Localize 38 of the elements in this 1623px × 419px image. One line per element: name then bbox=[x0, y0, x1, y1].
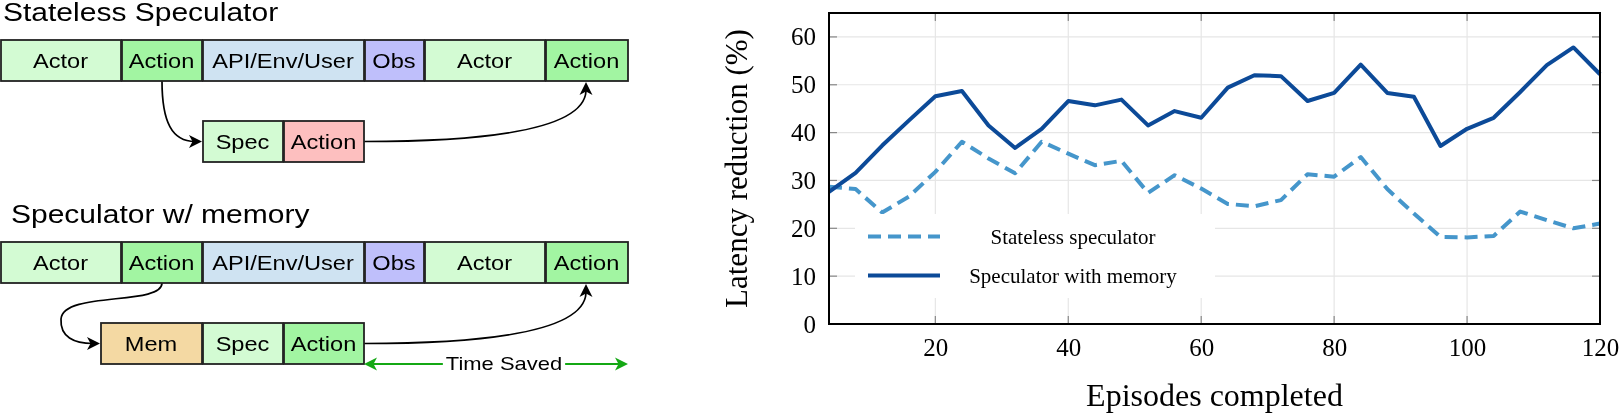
text: Actor bbox=[456, 50, 513, 73]
x-tick-label: 120 bbox=[1581, 333, 1620, 361]
x-tick-label: 60 bbox=[1189, 333, 1215, 361]
line-series bbox=[827, 45, 1602, 194]
y-tick-label: 30 bbox=[791, 166, 816, 194]
text: Speculator w/ memory bbox=[11, 200, 310, 229]
text: Obs bbox=[372, 252, 416, 275]
text: Spec bbox=[215, 131, 270, 154]
x-axis-title: Episodes completed bbox=[1086, 377, 1343, 413]
text: Action bbox=[128, 50, 195, 73]
text: Action bbox=[128, 252, 195, 275]
text: Actor bbox=[32, 50, 89, 73]
text: API/Env/User bbox=[212, 50, 354, 73]
text: Action bbox=[553, 252, 620, 275]
x-tick-label: 80 bbox=[1322, 333, 1348, 361]
text: Action bbox=[290, 333, 357, 356]
text: Mem bbox=[124, 333, 178, 356]
text: Stateless Speculator bbox=[3, 0, 279, 27]
y-axis-title: Latency reduction (%) bbox=[718, 29, 754, 308]
y-tick-label: 60 bbox=[791, 23, 816, 51]
text: Action bbox=[553, 50, 620, 73]
x-tick-label: 100 bbox=[1448, 333, 1487, 361]
text: Spec bbox=[215, 333, 270, 356]
series-label: Stateless speculator bbox=[990, 224, 1156, 249]
text: Time Saved bbox=[445, 354, 563, 374]
y-tick-label: 0 bbox=[803, 310, 816, 338]
text: Actor bbox=[32, 252, 89, 275]
x-tick-label: 40 bbox=[1056, 333, 1082, 361]
text: Obs bbox=[372, 50, 416, 73]
x-tick-label: 20 bbox=[923, 333, 949, 361]
text: API/Env/User bbox=[212, 252, 354, 275]
y-tick-label: 40 bbox=[791, 119, 816, 147]
legend-label: Speculator with memory bbox=[969, 263, 1178, 288]
y-tick-label: 10 bbox=[791, 262, 816, 290]
text: Action bbox=[290, 131, 357, 154]
y-tick-label: 20 bbox=[791, 214, 816, 242]
text: Actor bbox=[456, 252, 513, 275]
y-tick-label: 50 bbox=[791, 71, 816, 99]
